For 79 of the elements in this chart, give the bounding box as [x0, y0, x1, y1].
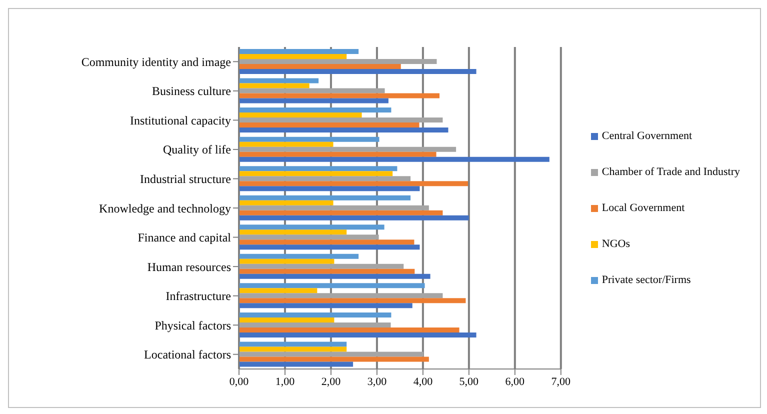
y-tick-label: Infrastructure: [166, 289, 231, 304]
bar: [239, 322, 391, 328]
x-tick-label: 1,00: [275, 376, 296, 388]
y-tick-label: Physical factors: [154, 318, 232, 332]
bar: [239, 342, 347, 347]
bar: [239, 268, 415, 274]
legend-label: Chamber of Trade and Industry: [602, 166, 740, 178]
bar: [239, 49, 359, 54]
x-tick-label: 0,00: [229, 376, 250, 388]
bar: [239, 244, 420, 250]
bar: [239, 298, 466, 304]
bar: [239, 118, 443, 123]
bar: [239, 176, 411, 182]
bar: [239, 88, 385, 94]
bar: [239, 181, 468, 186]
bar: [239, 352, 424, 357]
bar: [239, 128, 448, 133]
bar: [239, 152, 436, 157]
bar: [239, 274, 430, 279]
bar: [239, 78, 319, 84]
y-tick-label: Human resources: [147, 260, 232, 274]
bar: [239, 69, 476, 74]
x-tick-label: 6,00: [505, 376, 526, 388]
bar: [239, 293, 443, 298]
bar: [239, 230, 347, 235]
legend-label: Local Government: [602, 202, 685, 214]
bar: [239, 362, 354, 367]
legend-label: Private sector/Firms: [602, 274, 691, 286]
x-tick-label: 7,00: [551, 376, 572, 388]
y-tick-label: Institutional capacity: [130, 113, 231, 128]
bar: [239, 83, 310, 88]
bar: [239, 54, 347, 59]
bar: [239, 186, 420, 192]
bar: [239, 166, 398, 172]
bar: [239, 346, 347, 352]
y-tick-label: Locational factors: [144, 348, 232, 362]
bar: [239, 234, 379, 240]
bar: [239, 210, 443, 216]
bar: [239, 254, 359, 259]
bar: [239, 195, 411, 200]
bar: [239, 200, 334, 206]
y-tick-label: Community identity and image: [81, 54, 231, 69]
x-tick-label: 2,00: [321, 376, 342, 388]
bar: [239, 327, 460, 332]
bar: [239, 171, 393, 176]
bar: [239, 215, 469, 220]
bar: [239, 283, 425, 288]
bar: [239, 59, 437, 64]
bar: [239, 258, 334, 264]
bar: [239, 64, 401, 69]
bar: [239, 240, 414, 245]
bar: [239, 356, 429, 362]
y-tick-label: Business culture: [152, 84, 231, 98]
x-tick-label: 5,00: [459, 376, 480, 388]
bar: [239, 146, 456, 152]
y-tick-label: Knowledge and technology: [99, 201, 231, 216]
bar: [239, 142, 334, 147]
y-tick-label: Quality of life: [163, 142, 231, 157]
bar: [239, 93, 440, 98]
bar: [239, 112, 362, 118]
bar: [239, 122, 420, 128]
bar: [239, 317, 334, 322]
bar: [239, 108, 392, 113]
bar: [239, 205, 429, 210]
bar: [239, 288, 318, 294]
bar: [239, 156, 550, 162]
bar: [239, 332, 476, 338]
bar: [239, 224, 384, 230]
x-tick-label: 4,00: [413, 376, 434, 388]
bar: [239, 312, 392, 318]
y-tick-label: Industrial structure: [140, 172, 231, 186]
bar: [239, 303, 412, 308]
y-tick-label: Finance and capital: [138, 230, 232, 245]
legend-label: NGOs: [602, 238, 630, 250]
bar: [239, 264, 404, 269]
bar: [239, 136, 380, 142]
legend-label: Central Government: [602, 130, 692, 142]
x-tick-label: 3,00: [367, 376, 388, 388]
bar: [239, 98, 388, 104]
